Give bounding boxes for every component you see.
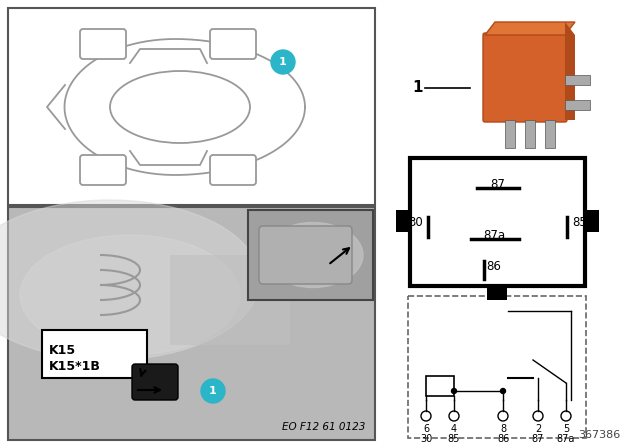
- Text: 87: 87: [532, 434, 544, 444]
- Text: 86: 86: [486, 260, 501, 273]
- Circle shape: [449, 411, 459, 421]
- Circle shape: [561, 411, 571, 421]
- Bar: [545, 120, 555, 148]
- Text: 2: 2: [535, 424, 541, 434]
- Text: 1: 1: [279, 57, 287, 67]
- Bar: [565, 75, 590, 85]
- Text: 367386: 367386: [578, 430, 620, 440]
- FancyBboxPatch shape: [210, 29, 256, 59]
- Text: 87a: 87a: [557, 434, 575, 444]
- Circle shape: [201, 379, 225, 403]
- Circle shape: [533, 411, 543, 421]
- Polygon shape: [565, 22, 575, 120]
- Bar: [408, 296, 586, 438]
- Bar: [410, 158, 585, 286]
- Text: 8: 8: [500, 424, 506, 434]
- Bar: [42, 330, 147, 378]
- Text: 30: 30: [408, 215, 423, 228]
- Circle shape: [421, 411, 431, 421]
- Text: 85: 85: [572, 215, 587, 228]
- Bar: [170, 255, 290, 345]
- Text: 5: 5: [563, 424, 569, 434]
- Text: 87a: 87a: [483, 229, 505, 242]
- Ellipse shape: [263, 223, 363, 288]
- Circle shape: [500, 388, 506, 393]
- Text: 1: 1: [209, 386, 217, 396]
- Bar: [8, 207, 375, 440]
- Bar: [565, 100, 590, 110]
- Ellipse shape: [0, 200, 260, 360]
- Text: K15*1B: K15*1B: [49, 360, 101, 373]
- Text: 30: 30: [420, 434, 432, 444]
- Bar: [396, 210, 410, 232]
- Bar: [487, 286, 507, 300]
- FancyBboxPatch shape: [483, 33, 567, 122]
- Ellipse shape: [110, 71, 250, 143]
- FancyBboxPatch shape: [80, 29, 126, 59]
- FancyBboxPatch shape: [210, 155, 256, 185]
- Bar: [505, 120, 515, 148]
- Bar: [525, 120, 535, 148]
- Circle shape: [271, 50, 295, 74]
- Text: EO F12 61 0123: EO F12 61 0123: [282, 422, 365, 432]
- FancyBboxPatch shape: [259, 226, 352, 284]
- Text: K15: K15: [49, 344, 76, 357]
- Text: 4: 4: [451, 424, 457, 434]
- FancyBboxPatch shape: [132, 364, 178, 400]
- Bar: [8, 8, 375, 205]
- Bar: [248, 210, 373, 300]
- Text: 86: 86: [497, 434, 509, 444]
- Text: 1: 1: [413, 81, 423, 95]
- Text: 6: 6: [423, 424, 429, 434]
- Text: 85: 85: [448, 434, 460, 444]
- Circle shape: [498, 411, 508, 421]
- Text: 87: 87: [490, 178, 505, 191]
- Bar: [585, 210, 599, 232]
- Circle shape: [451, 388, 456, 393]
- FancyBboxPatch shape: [80, 155, 126, 185]
- Bar: [426, 376, 454, 396]
- Ellipse shape: [20, 235, 240, 355]
- Polygon shape: [485, 22, 575, 35]
